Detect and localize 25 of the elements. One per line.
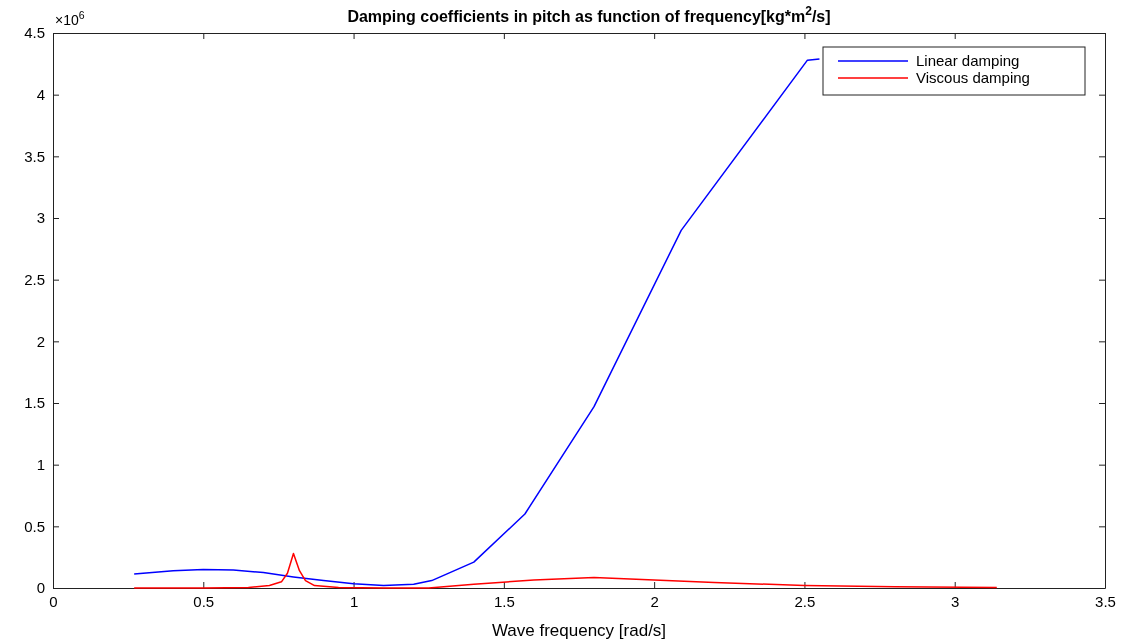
y-tick-label: 4.5	[24, 24, 45, 42]
chart-title: Damping coefficients in pitch as function of frequency[kg*m$^{2}$/s]	[347, 4, 831, 25]
y-tick-label: 0	[36, 579, 45, 597]
x-tick-label: 3.5	[1095, 592, 1116, 610]
y-tick-label: 2.5	[24, 270, 45, 288]
x-axis-title: Wave frequency [rad/s]	[491, 621, 667, 640]
x-tick-label: 1	[349, 592, 359, 610]
x-tick-label: 0	[49, 592, 58, 610]
y-tick-label: 3.5	[24, 147, 45, 165]
text: ×10$^{6}$	[55, 9, 85, 28]
y-tick-label: 1	[36, 455, 45, 473]
legend-label: Linear damping	[916, 52, 1020, 69]
line-series	[133, 58, 821, 587]
y-tick-label: 3	[36, 209, 45, 227]
legend-label: Viscous damping	[916, 69, 1030, 86]
y-tick-label: 1.5	[24, 394, 45, 412]
x-tick-label: 2.5	[794, 592, 816, 610]
line-series	[133, 552, 998, 589]
x-tick-label: 0.5	[193, 592, 215, 610]
x-tick-label: 2	[650, 592, 659, 610]
y-tick-label: 0.5	[24, 517, 45, 535]
y-tick-label: 2	[36, 332, 45, 350]
x-tick-label: 1.5	[493, 592, 515, 610]
x-tick-label: 3	[951, 592, 960, 610]
y-tick-label: 4	[36, 85, 45, 103]
